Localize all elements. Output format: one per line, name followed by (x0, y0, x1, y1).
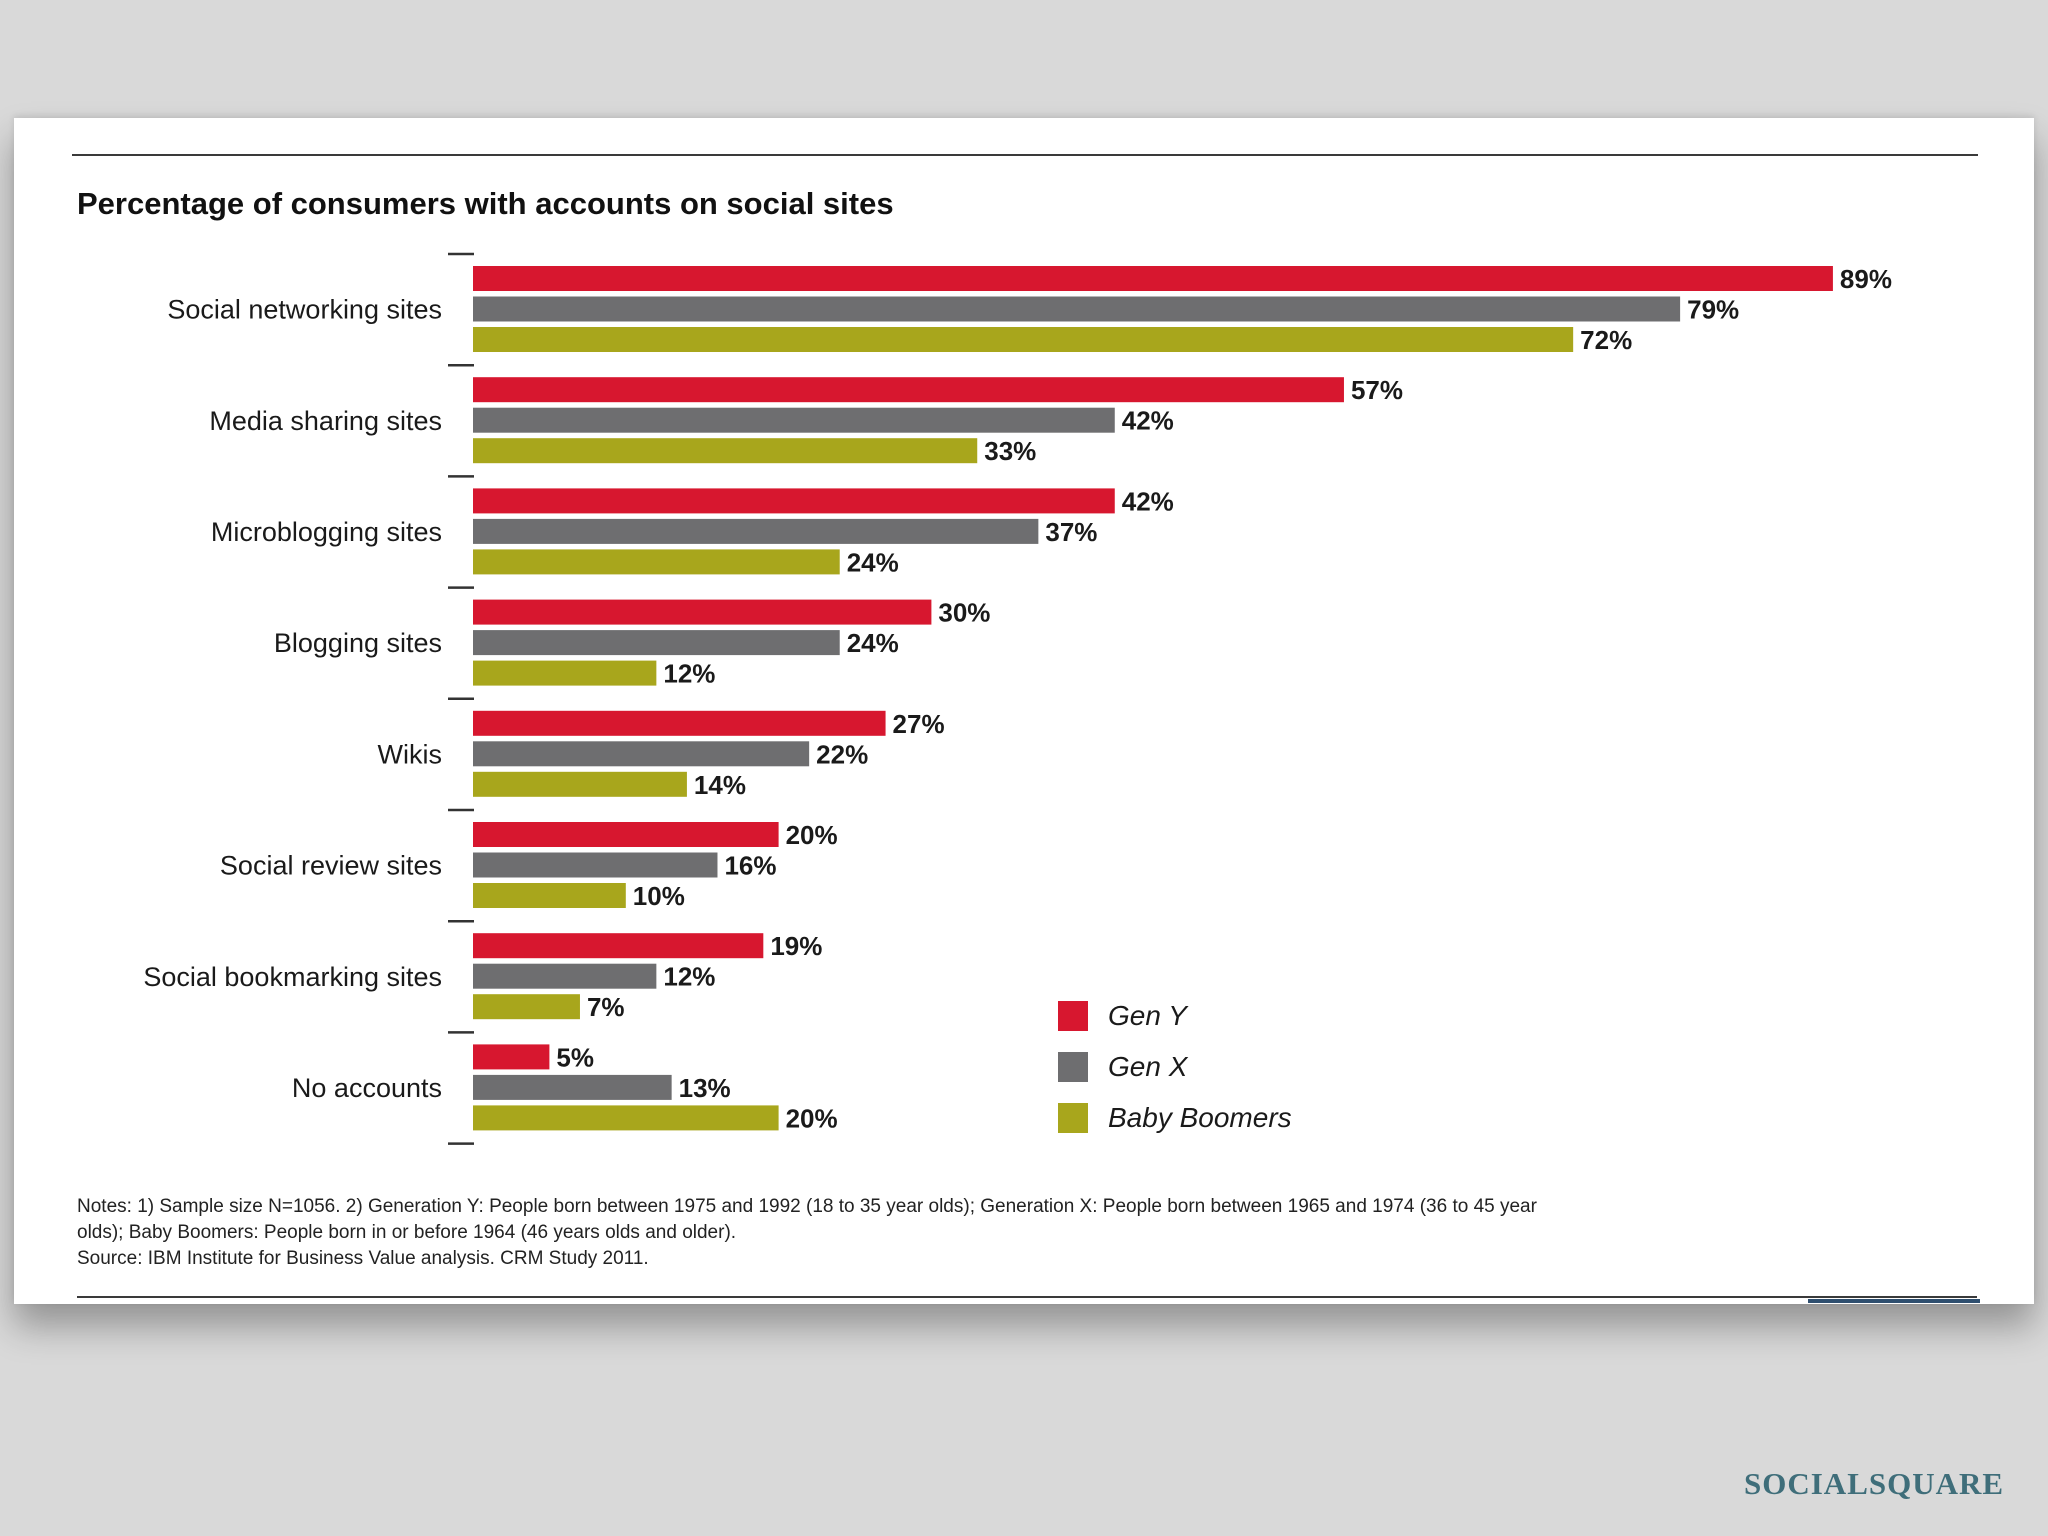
value-label-baby-boomers-social-networking-sites: 72% (1580, 325, 1632, 355)
bar-baby-boomers-media-sharing-sites (473, 438, 978, 464)
category-label-media-sharing-sites: Media sharing sites (209, 406, 442, 436)
legend-swatch-gen-y (1058, 1001, 1088, 1031)
value-label-gen-y-social-networking-sites: 89% (1840, 264, 1892, 294)
category-label-no-accounts: No accounts (292, 1073, 442, 1103)
value-label-baby-boomers-social-bookmarking-sites: 7% (587, 992, 625, 1022)
value-label-baby-boomers-no-accounts: 20% (786, 1103, 838, 1133)
bar-gen-y-social-networking-sites (473, 266, 1833, 291)
value-label-gen-x-social-review-sites: 16% (724, 851, 776, 881)
bar-gen-x-media-sharing-sites (473, 407, 1115, 433)
chart-notes: Notes: 1) Sample size N=1056. 2) Generat… (77, 1194, 1837, 1272)
bar-gen-x-microblogging-sites (473, 518, 1039, 544)
bottom-accent-bar (1808, 1299, 1980, 1303)
value-label-baby-boomers-media-sharing-sites: 33% (984, 436, 1036, 466)
legend-label-baby-boomers: Baby Boomers (1108, 1102, 1292, 1133)
value-label-gen-x-blogging-sites: 24% (847, 628, 899, 658)
value-label-gen-x-social-bookmarking-sites: 12% (663, 962, 715, 992)
bar-baby-boomers-social-review-sites (473, 883, 626, 908)
bar-gen-y-social-bookmarking-sites (473, 933, 764, 959)
bar-gen-x-social-bookmarking-sites (473, 963, 657, 989)
bar-gen-x-no-accounts (473, 1074, 672, 1100)
value-label-gen-x-social-networking-sites: 79% (1687, 295, 1739, 325)
category-label-social-bookmarking-sites: Social bookmarking sites (143, 962, 442, 992)
value-label-gen-y-social-bookmarking-sites: 19% (770, 931, 822, 961)
bar-chart: Social networking sites 89% 79% 72% Media sh… (143, 252, 1892, 1145)
chart-title: Percentage of consumers with accounts on… (77, 186, 894, 221)
category-label-blogging-sites: Blogging sites (274, 628, 442, 658)
bottom-rule (77, 1296, 1977, 1298)
notes-line-2: olds); Baby Boomers: People born in or b… (77, 1222, 737, 1243)
value-label-gen-x-microblogging-sites: 37% (1045, 517, 1097, 547)
bar-gen-x-social-review-sites (473, 852, 718, 878)
category-label-social-review-sites: Social review sites (220, 851, 442, 881)
value-label-gen-y-wikis: 27% (893, 709, 945, 739)
value-label-baby-boomers-wikis: 14% (694, 770, 746, 800)
value-label-gen-y-media-sharing-sites: 57% (1351, 375, 1403, 405)
bar-gen-y-wikis (473, 710, 886, 736)
value-label-baby-boomers-social-review-sites: 10% (633, 881, 685, 911)
legend-swatch-baby-boomers (1058, 1103, 1088, 1133)
bar-baby-boomers-wikis (473, 771, 687, 797)
category-label-microblogging-sites: Microblogging sites (211, 517, 442, 547)
category-label-social-networking-sites: Social networking sites (167, 295, 442, 325)
bar-baby-boomers-no-accounts (473, 1105, 779, 1131)
bar-gen-y-media-sharing-sites (473, 377, 1344, 403)
value-label-baby-boomers-blogging-sites: 12% (663, 659, 715, 689)
bar-gen-y-no-accounts (473, 1044, 550, 1070)
notes-line-1: Notes: 1) Sample size N=1056. 2) Generat… (77, 1196, 1537, 1217)
category-label-wikis: Wikis (378, 739, 442, 769)
notes-source: Source: IBM Institute for Business Value… (77, 1248, 649, 1269)
bar-gen-y-social-review-sites (473, 822, 779, 847)
bar-gen-y-blogging-sites (473, 599, 932, 625)
value-label-gen-x-media-sharing-sites: 42% (1122, 406, 1174, 436)
value-label-gen-x-wikis: 22% (816, 739, 868, 769)
value-label-baby-boomers-microblogging-sites: 24% (847, 547, 899, 577)
bar-baby-boomers-microblogging-sites (473, 549, 840, 575)
bar-baby-boomers-blogging-sites (473, 660, 657, 686)
value-label-gen-y-no-accounts: 5% (556, 1042, 594, 1072)
legend-label-gen-x: Gen X (1108, 1051, 1189, 1082)
legend-label-gen-y: Gen Y (1108, 1000, 1189, 1031)
brand-logo: SOCIALSQUARE (1744, 1466, 2005, 1501)
bar-gen-y-microblogging-sites (473, 488, 1115, 514)
top-rule (72, 154, 1978, 156)
bar-gen-x-wikis (473, 741, 810, 767)
chart-card: Percentage of consumers with accounts on… (14, 118, 2034, 1304)
bar-gen-x-social-networking-sites (473, 296, 1681, 322)
value-label-gen-y-microblogging-sites: 42% (1122, 486, 1174, 516)
bar-gen-x-blogging-sites (473, 630, 840, 656)
legend-swatch-gen-x (1058, 1052, 1088, 1082)
value-label-gen-y-social-review-sites: 20% (786, 820, 838, 850)
bar-baby-boomers-social-networking-sites (473, 327, 1574, 352)
bar-baby-boomers-social-bookmarking-sites (473, 994, 580, 1020)
value-label-gen-x-no-accounts: 13% (679, 1073, 731, 1103)
value-label-gen-y-blogging-sites: 30% (938, 598, 990, 628)
